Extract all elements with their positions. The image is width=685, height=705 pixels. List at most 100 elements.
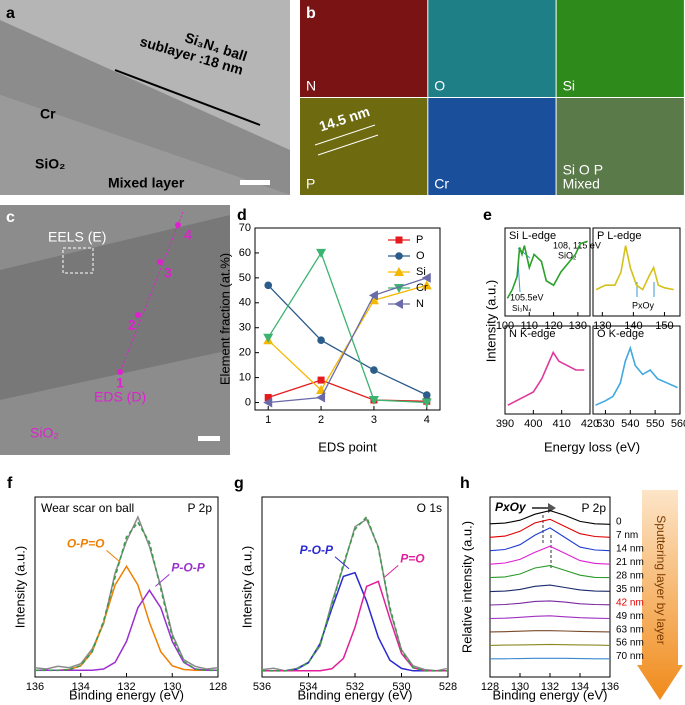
eels-box (62, 247, 94, 274)
point-label: 1 (116, 375, 124, 391)
marker (316, 248, 327, 258)
series-line (267, 284, 427, 392)
series-label: 7 nm (616, 530, 638, 541)
annotation: SiO₂ (558, 250, 577, 260)
y-tick-label: 10 (239, 371, 251, 383)
x-axis-label: Binding energy (eV) (493, 687, 608, 702)
marker (264, 281, 273, 290)
series-line (489, 584, 611, 593)
eds-map (428, 98, 556, 195)
plot-frame (261, 496, 449, 678)
x-tick-label: 3 (371, 414, 377, 426)
series-label: 56 nm (616, 638, 644, 649)
x-tick-label: 540 (621, 418, 639, 430)
series-label: 14 nm (616, 544, 644, 555)
x-tick-label: 534 (299, 681, 317, 693)
mixed-layer-band (0, 20, 290, 195)
eds-map (300, 0, 428, 97)
image-label: EDS (D) (94, 389, 146, 405)
spectrum (506, 240, 588, 299)
legend-marker (394, 267, 404, 276)
marker (263, 333, 274, 343)
map-label: Si (563, 78, 575, 94)
marker (421, 398, 432, 408)
marker (370, 366, 378, 374)
marker (421, 280, 432, 290)
x-tick-label: 400 (524, 418, 542, 430)
measure-line (317, 134, 379, 156)
series-line (35, 588, 218, 672)
series-label: O-P=O (67, 537, 105, 551)
label-arrow (106, 549, 121, 563)
x-tick-label: 134 (72, 681, 90, 693)
point-label: 2 (128, 317, 136, 333)
x-axis-label: Binding energy (eV) (69, 687, 184, 702)
spectrum (595, 345, 678, 406)
x-tick-label: 128 (209, 681, 227, 693)
y-axis-label: Intensity (a.u.) (483, 280, 498, 362)
side-label: Sputtering layer by layer (654, 515, 668, 644)
eds-map (428, 0, 556, 97)
series-label: 42 nm (616, 597, 644, 608)
sputter-arrow (637, 490, 683, 700)
series-label: 21 nm (616, 557, 644, 568)
x-tick-label: 128 (481, 681, 499, 693)
series-line (268, 277, 428, 404)
map-label: O (434, 78, 445, 94)
eds-point (135, 312, 141, 318)
eds-map (556, 98, 684, 195)
spectrum (595, 245, 674, 291)
y-tick-label: 50 (239, 272, 251, 284)
subplot-title: Si L-edge (509, 230, 556, 242)
substrate-region (0, 95, 290, 195)
eds-point (117, 369, 123, 375)
series-line (262, 571, 448, 672)
series-line (262, 580, 448, 672)
series-line (34, 515, 219, 670)
x-tick-label: 530 (392, 681, 410, 693)
series-line (489, 518, 611, 538)
marker (316, 392, 326, 403)
plot-frame (34, 496, 219, 678)
layer-band (0, 215, 230, 400)
annotation: Si₃N₄ (512, 304, 531, 313)
map-label: Cr (434, 176, 449, 192)
x-tick-label: 136 (601, 681, 619, 693)
series-line (490, 657, 610, 660)
plot-title: Wear scar on ball (41, 501, 134, 515)
x-tick-label: 1 (265, 414, 271, 426)
x-tick-label: 134 (571, 681, 589, 693)
panel-letter: a (6, 5, 15, 22)
legend-label: Cr (416, 282, 428, 294)
spectrum (507, 350, 585, 406)
y-axis-label: Intensity (a.u.) (239, 546, 254, 628)
panel-letter: c (6, 209, 15, 226)
series-line (489, 565, 611, 579)
x-tick-label: 132 (117, 681, 135, 693)
image-label: Mixed layer (108, 175, 185, 191)
x-axis-label: EDS point (318, 439, 377, 454)
panel-letter: h (460, 475, 470, 492)
point-label: 3 (164, 265, 172, 281)
series-label: P=O (400, 552, 425, 566)
x-tick-label: 532 (346, 681, 364, 693)
series-label: 63 nm (616, 624, 644, 635)
y-tick-label: 60 (239, 247, 251, 259)
series-label: 35 nm (616, 584, 644, 595)
plot-frame (592, 227, 681, 317)
marker (317, 376, 325, 384)
y-axis-label: Element fraction (at.%) (217, 253, 232, 385)
x-tick-label: 132 (541, 681, 559, 693)
annotation: PxOy (495, 500, 527, 514)
plot-frame (504, 325, 591, 415)
image-label: SiO₂ (35, 156, 65, 172)
eds-path (119, 211, 184, 373)
x-tick-label: 536 (253, 681, 271, 693)
y-tick-label: 20 (239, 347, 251, 359)
subplot-title: O K-edge (597, 328, 644, 340)
y-axis-label: Relative intensity (a.u.) (459, 521, 474, 653)
series-label: P-O-P (171, 561, 205, 575)
image-label: Cr (40, 106, 56, 122)
series-label: P-O-P (300, 543, 334, 557)
x-tick-label: 4 (424, 414, 430, 426)
